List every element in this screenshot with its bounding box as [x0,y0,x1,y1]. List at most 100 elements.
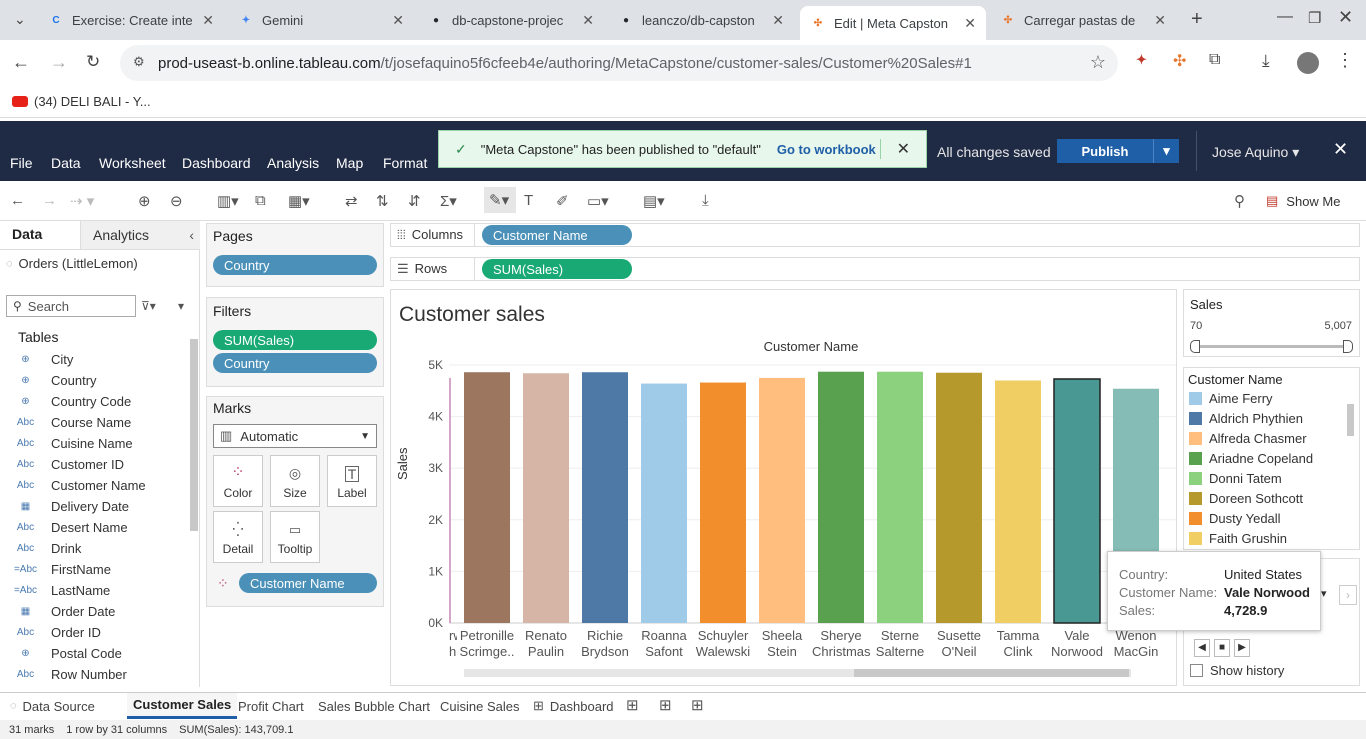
profile-avatar[interactable] [1297,52,1319,74]
horizontal-scrollbar[interactable] [464,669,1131,677]
field-item[interactable]: Abc Drink [0,538,188,559]
pause-updates-icon[interactable]: ⊖ [170,193,183,210]
slider-min-handle[interactable] [1190,340,1200,353]
new-data-source-icon[interactable]: ⊕ [138,193,151,210]
scrollbar-thumb[interactable] [854,669,1129,677]
pin-icon[interactable]: ⚲ [1234,193,1245,210]
new-story-icon[interactable]: ⊞ [691,697,704,714]
field-item[interactable]: ⊕ Country [0,370,188,391]
field-item[interactable]: Abc Row Number [0,664,188,685]
sheet-tab-data-source[interactable]: ◌ Data Source [4,693,101,719]
show-me-button[interactable]: ▤ Show Me [1266,193,1341,209]
pane-menu-icon[interactable]: ▾ [178,299,185,313]
bar[interactable] [700,382,746,623]
sort-ascending-icon[interactable]: ⇅ [376,193,389,210]
field-item[interactable]: ▦ Delivery Date [0,496,188,517]
label-button[interactable]: T Label [327,455,377,507]
menu-item-file[interactable]: File [10,155,33,171]
bookmark-item[interactable]: (34) DELI BALI - Y... [12,94,151,109]
show-labels-icon[interactable]: T [524,192,534,209]
extension-icon[interactable]: ✦ [1136,52,1147,67]
bar[interactable] [995,380,1041,623]
field-item[interactable]: ⊕ Postal Code [0,643,188,664]
tab-search-icon[interactable]: ⌄ [14,11,26,27]
undo-icon[interactable]: ← [10,192,25,209]
field-item[interactable]: ⊕ City [0,349,188,370]
url-bar[interactable]: ⚙ prod-useast-b.online.tableau.com/t/jos… [120,45,1118,81]
field-item[interactable]: =Abc LastName [0,580,188,601]
stop-icon[interactable]: ■ [1214,639,1230,657]
bar[interactable] [936,372,982,623]
field-item[interactable]: Abc Cuisine Name [0,433,188,454]
reload-icon[interactable]: ↻ [86,52,101,71]
bar[interactable] [877,371,923,623]
bar[interactable] [759,377,805,623]
field-item[interactable]: Abc Desert Name [0,517,188,538]
download-icon[interactable]: ⤓ [1262,51,1270,70]
browser-tab[interactable]: ● leanczo/db-capston ✕ [608,6,794,34]
new-worksheet-icon[interactable]: ▥▾ [217,193,239,210]
totals-icon[interactable]: Σ▾ [440,193,457,210]
restore-icon[interactable]: ❐ [1308,10,1322,27]
share-icon[interactable]: ⤓ [702,192,709,209]
sheet-tab-customer-sales[interactable]: Customer Sales [127,693,238,719]
menu-item-analysis[interactable]: Analysis [267,155,320,171]
field-item[interactable]: Abc Customer ID [0,454,188,475]
go-to-workbook-link[interactable]: Go to workbook [776,141,876,157]
legend-item[interactable]: Dusty Yedall [1189,508,1281,528]
bar[interactable] [464,372,510,623]
tableau-extension-icon[interactable]: ✣ [1173,53,1187,70]
rows-pill[interactable]: SUM(Sales) [482,259,632,279]
bar[interactable] [582,372,628,623]
tooltip-button[interactable]: ▭ Tooltip [270,511,320,563]
field-item[interactable]: ▦ Order Date [0,601,188,622]
clear-sheet-icon[interactable]: ▦▾ [288,193,310,210]
close-editor-icon[interactable]: ✕ [1333,139,1349,159]
sort-descending-icon[interactable]: ⇵ [408,193,421,210]
legend-item[interactable]: Aime Ferry [1189,388,1273,408]
back-icon[interactable]: ← [12,52,30,72]
tab-close-icon[interactable]: ✕ [392,11,404,28]
size-button[interactable]: ◎ Size [270,455,320,507]
sheet-tab-cuisine-sales[interactable]: Cuisine Sales [434,693,526,719]
slider-max-handle[interactable] [1343,340,1353,353]
browser-menu-icon[interactable]: ⋮ [1336,50,1354,70]
field-item[interactable]: ⊕ Country Code [0,391,188,412]
browser-tab[interactable]: ✦ Gemini ✕ [228,6,414,34]
user-menu[interactable]: Jose Aquino ▾ [1212,144,1299,161]
sheet-tab-sales-bubble[interactable]: Sales Bubble Chart [312,693,436,719]
fit-icon[interactable]: ▭▾ [587,193,609,210]
dropdown-arrow-icon[interactable]: ▾ [1321,588,1327,600]
sheet-tab-dashboard[interactable]: ⊞ Dashboard [527,693,620,719]
marks-pill-customer-name[interactable]: Customer Name [239,573,377,593]
redo-icon[interactable]: → [42,192,57,209]
collapse-pane-icon[interactable]: ‹ [189,227,194,243]
tab-close-icon[interactable]: ✕ [964,14,976,31]
legend-item[interactable]: Faith Grushin [1189,528,1287,548]
toast-close-icon[interactable]: ✕ [879,139,910,159]
menu-item-worksheet[interactable]: Worksheet [99,155,166,171]
replay-icon[interactable]: ⇢ ▾ [70,193,95,210]
browser-tab[interactable]: ✣ Carregar pastas de ✕ [990,6,1176,34]
pages-pill[interactable]: Country [213,255,377,275]
legend-item[interactable]: Alfreda Chasmer [1189,428,1307,448]
mark-type-select[interactable]: ▥ Automatic ▼ [213,424,377,448]
filter-fields-icon[interactable]: ⊽▾ [141,299,156,313]
bar[interactable] [641,383,687,623]
bar[interactable] [523,373,569,623]
columns-pill[interactable]: Customer Name [482,225,632,245]
menu-item-dashboard[interactable]: Dashboard [182,155,251,171]
data-source-item[interactable]: ◌ Orders (LittleLemon) [6,256,138,271]
field-item[interactable]: Abc Course Name [0,412,188,433]
legend-item[interactable]: Ariadne Copeland [1189,448,1313,468]
publish-dropdown-icon[interactable]: ▾ [1153,139,1179,163]
forward-icon[interactable]: → [50,52,68,72]
tab-close-icon[interactable]: ✕ [772,11,784,28]
new-dashboard-icon[interactable]: ⊞ [659,697,672,714]
bar[interactable] [1053,378,1101,624]
tab-close-icon[interactable]: ✕ [202,11,214,28]
publish-button[interactable]: Publish ▾ [1057,139,1179,163]
tab-analytics[interactable]: Analytics ‹ [80,221,200,249]
show-history-checkbox[interactable]: Show history [1190,663,1284,678]
play-back-icon[interactable]: ◀ [1194,639,1210,657]
